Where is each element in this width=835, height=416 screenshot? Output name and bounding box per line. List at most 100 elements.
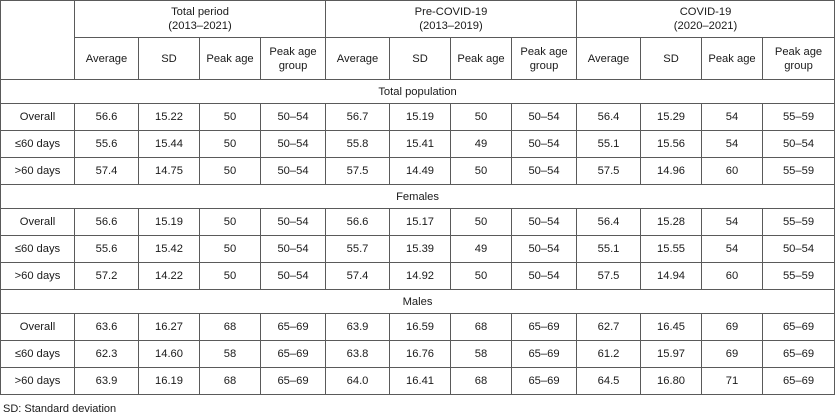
column-header: Peak age group bbox=[762, 37, 835, 80]
column-header-label: Average bbox=[587, 52, 630, 65]
table-cell: 63.8 bbox=[325, 340, 391, 368]
table-cell: 54 bbox=[701, 103, 764, 131]
table-cell: 50–54 bbox=[762, 130, 835, 158]
group-header-covid: COVID-19 (2020–2021) bbox=[576, 0, 835, 38]
table-cell: 50 bbox=[199, 235, 261, 263]
table-cell: 68 bbox=[199, 367, 261, 395]
table-cell: 15.44 bbox=[138, 130, 200, 158]
column-header: Average bbox=[325, 37, 391, 80]
table-row: ≤60 days 62.3 14.60 58 65–69 63.8 16.76 58 65–69… bbox=[0, 340, 835, 368]
table-cell: 15.19 bbox=[138, 208, 200, 236]
table-cell: 56.4 bbox=[576, 103, 642, 131]
column-header: Peak age group bbox=[511, 37, 578, 80]
row-label: ≤60 days bbox=[0, 340, 75, 368]
section-label: Total population bbox=[0, 79, 835, 104]
group-header-total-period: Total period (2013–2021) bbox=[73, 0, 327, 38]
column-header-label: SD bbox=[412, 52, 428, 65]
corner-cell bbox=[0, 0, 75, 80]
table-cell: 56.4 bbox=[576, 208, 642, 236]
table-row: ≤60 days 55.6 15.44 50 50–54 55.8 15.41 49 50–54… bbox=[0, 130, 835, 158]
table-cell: 68 bbox=[450, 367, 513, 395]
table-cell: 16.45 bbox=[640, 313, 703, 341]
table-cell: 50–54 bbox=[259, 157, 327, 185]
table-cell: 64.5 bbox=[576, 367, 642, 395]
table-cell: 56.7 bbox=[325, 103, 391, 131]
table-cell: 55.1 bbox=[576, 130, 642, 158]
table-cell: 61.2 bbox=[576, 340, 642, 368]
table-cell: 62.7 bbox=[576, 313, 642, 341]
table-cell: 57.5 bbox=[576, 262, 642, 290]
table-cell: 56.6 bbox=[74, 208, 139, 236]
table-cell: 15.22 bbox=[138, 103, 200, 131]
table-cell: 65–69 bbox=[762, 313, 835, 341]
table-cell: 50–54 bbox=[511, 208, 578, 236]
table-cell: 65–69 bbox=[511, 313, 578, 341]
table-cell: 62.3 bbox=[74, 340, 139, 368]
table-body: Total population Overall 56.6 15.22 50 50–54 5… bbox=[0, 79, 835, 395]
table-cell: 60 bbox=[701, 157, 764, 185]
table-cell: 54 bbox=[701, 130, 764, 158]
table-cell: 57.5 bbox=[325, 157, 391, 185]
table-cell: 15.55 bbox=[640, 235, 703, 263]
group-title: Total period bbox=[171, 6, 229, 18]
table-row: >60 days 57.4 14.75 50 50–54 57.5 14.49 50 50–54… bbox=[0, 157, 835, 185]
table-cell: 15.41 bbox=[389, 130, 452, 158]
table-cell: 50 bbox=[199, 103, 261, 131]
column-header: Average bbox=[74, 37, 139, 80]
section-label: Females bbox=[0, 184, 835, 209]
table-cell: 14.22 bbox=[138, 262, 200, 290]
row-label: >60 days bbox=[0, 157, 75, 185]
footnote: SD: Standard deviation bbox=[3, 403, 117, 415]
table-cell: 65–69 bbox=[762, 367, 835, 395]
table-cell: 50 bbox=[199, 208, 261, 236]
column-header-label: Peak age bbox=[206, 52, 254, 65]
table-cell: 50 bbox=[199, 262, 261, 290]
row-label: Overall bbox=[0, 103, 75, 131]
table-cell: 65–69 bbox=[511, 340, 578, 368]
column-header-label: Peak age group bbox=[269, 45, 317, 72]
table-cell: 55.1 bbox=[576, 235, 642, 263]
table-cell: 16.59 bbox=[389, 313, 452, 341]
column-header: Peak age bbox=[199, 37, 261, 80]
table-cell: 14.94 bbox=[640, 262, 703, 290]
table-cell: 50–54 bbox=[511, 235, 578, 263]
table-cell: 63.6 bbox=[74, 313, 139, 341]
column-header-label: SD bbox=[663, 52, 679, 65]
table-cell: 55.6 bbox=[74, 235, 139, 263]
section-row: Females bbox=[0, 184, 835, 209]
group-period: (2020–2021) bbox=[673, 20, 738, 32]
column-header: Peak age group bbox=[259, 37, 327, 80]
table-cell: 16.41 bbox=[389, 367, 452, 395]
table-row: ≤60 days 55.6 15.42 50 50–54 55.7 15.39 49 50–54… bbox=[0, 235, 835, 263]
table-cell: 50 bbox=[450, 262, 513, 290]
table-cell: 56.6 bbox=[74, 103, 139, 131]
table-cell: 49 bbox=[450, 235, 513, 263]
age-statistics-table: Total period (2013–2021) Pre-COVID-19 (2… bbox=[0, 0, 835, 395]
column-header-label: Peak age bbox=[457, 52, 505, 65]
row-label: >60 days bbox=[0, 262, 75, 290]
table-cell: 55.8 bbox=[325, 130, 391, 158]
table-cell: 57.4 bbox=[325, 262, 391, 290]
table-cell: 55.6 bbox=[74, 130, 139, 158]
table-cell: 50 bbox=[450, 208, 513, 236]
table-cell: 65–69 bbox=[259, 340, 327, 368]
column-header: SD bbox=[389, 37, 452, 80]
table-cell: 49 bbox=[450, 130, 513, 158]
table-cell: 69 bbox=[701, 340, 764, 368]
table-cell: 50–54 bbox=[259, 262, 327, 290]
column-header: Average bbox=[576, 37, 642, 80]
table-cell: 15.42 bbox=[138, 235, 200, 263]
table-cell: 64.0 bbox=[325, 367, 391, 395]
table-row: Overall 56.6 15.19 50 50–54 56.6 15.17 50 50–54 5… bbox=[0, 208, 835, 236]
table-cell: 55–59 bbox=[762, 103, 835, 131]
table-row: Overall 56.6 15.22 50 50–54 56.7 15.19 50 50–54 5… bbox=[0, 103, 835, 131]
column-header: SD bbox=[138, 37, 200, 80]
table-cell: 14.96 bbox=[640, 157, 703, 185]
table-cell: 50 bbox=[450, 157, 513, 185]
table-cell: 50 bbox=[450, 103, 513, 131]
group-title: Pre-COVID-19 bbox=[414, 6, 488, 18]
table-cell: 15.17 bbox=[389, 208, 452, 236]
group-title: COVID-19 bbox=[679, 6, 732, 18]
table-row: Overall 63.6 16.27 68 65–69 63.9 16.59 68 65–69 6… bbox=[0, 313, 835, 341]
table-cell: 57.2 bbox=[74, 262, 139, 290]
